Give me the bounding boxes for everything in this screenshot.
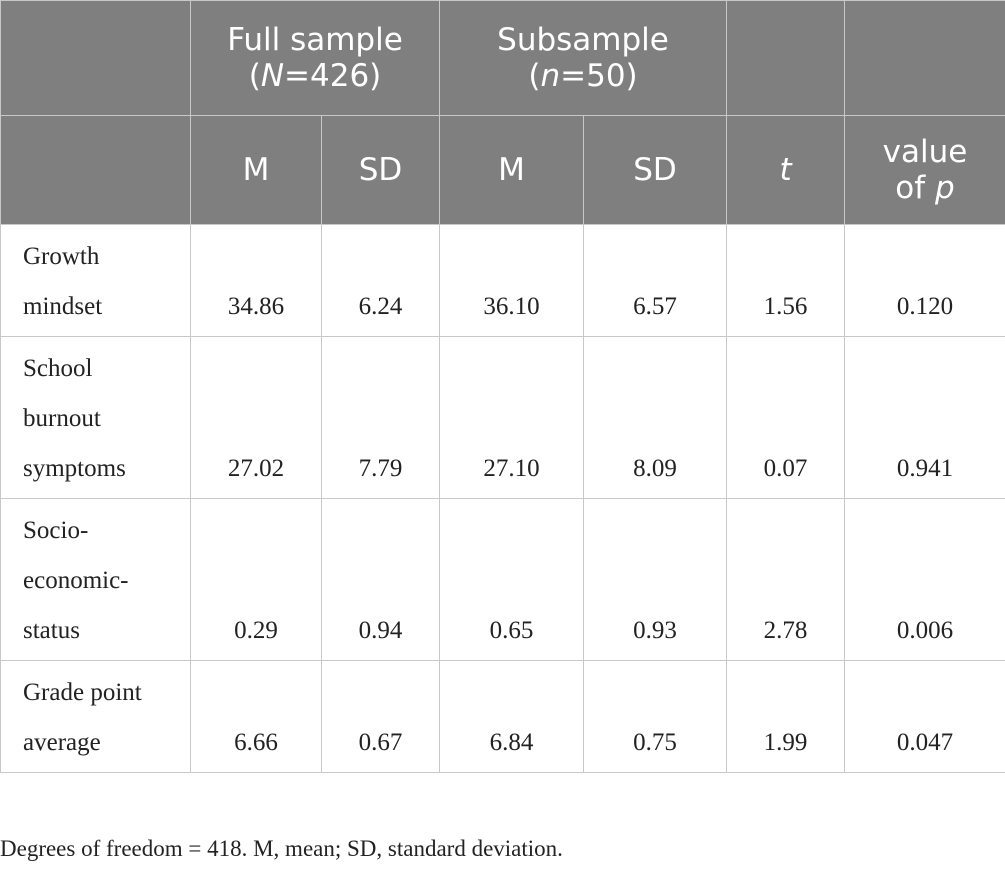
row-label-line: Growth <box>23 243 100 270</box>
table-row: Grade point average 6.66 0.67 6.84 0.75 1… <box>0 660 1005 773</box>
row-label-line: Socio- <box>23 517 89 544</box>
cell-m-sub: 27.10 <box>439 336 585 499</box>
header-row-columns: M SD M SD t value of p <box>0 115 1005 225</box>
header-empty-label <box>0 115 191 225</box>
cell-sd-sub: 8.09 <box>583 336 728 499</box>
header-subsample: Subsample (n=50) <box>439 0 728 116</box>
header-p-var: p <box>935 170 955 206</box>
row-label-line: status <box>23 617 80 644</box>
header-empty-cell <box>0 0 191 116</box>
cell-t: 1.56 <box>726 224 846 337</box>
cell-p: 0.006 <box>844 498 1005 661</box>
header-sd-full: SD <box>320 115 441 225</box>
full-sample-title: Full sample <box>227 22 403 58</box>
cell-p: 0.941 <box>844 336 1005 499</box>
cell-sd-sub: 0.75 <box>583 660 728 773</box>
header-p-value: value of p <box>844 115 1005 225</box>
header-full-sample: Full sample (N=426) <box>189 0 441 116</box>
row-label-line: average <box>23 729 101 756</box>
full-sample-n-val: =426) <box>284 58 382 94</box>
subsample-title: Subsample <box>497 22 669 58</box>
table-row: School burnout symptoms 27.02 7.79 27.10 8… <box>0 336 1005 499</box>
cell-sd-full: 6.24 <box>320 224 441 337</box>
row-label-line: burnout <box>23 405 101 432</box>
cell-sd-sub: 6.57 <box>583 224 728 337</box>
header-p-of: of <box>895 170 936 206</box>
table-footnote: Degrees of freedom = 418. M, mean; SD, s… <box>0 836 563 861</box>
cell-sd-full: 7.79 <box>320 336 441 499</box>
row-label-line: economic- <box>23 567 129 594</box>
cell-m-sub: 0.65 <box>439 498 585 661</box>
row-label-line: mindset <box>23 293 103 320</box>
cell-p: 0.047 <box>844 660 1005 773</box>
cell-m-full: 34.86 <box>190 224 322 337</box>
header-t: t <box>726 115 846 225</box>
row-label-line: symptoms <box>23 455 126 482</box>
row-label-line: Grade point <box>23 679 142 706</box>
row-label: Growth mindset <box>0 224 191 337</box>
cell-t: 0.07 <box>726 336 846 499</box>
table-header: Full sample (N=426) Subsample (n=50) M SD … <box>0 0 1005 225</box>
row-label: Socio-economic-status <box>0 498 191 661</box>
header-m-full: M <box>190 115 322 225</box>
table-body: Growth mindset 34.86 6.24 36.10 6.57 1.56… <box>0 224 1005 773</box>
header-m-sub: M <box>439 115 585 225</box>
table-row: Growth mindset 34.86 6.24 36.10 6.57 1.56… <box>0 224 1005 337</box>
cell-m-full: 27.02 <box>190 336 322 499</box>
header-sd-sub: SD <box>583 115 728 225</box>
cell-m-sub: 6.84 <box>439 660 585 773</box>
cell-t: 1.99 <box>726 660 846 773</box>
row-label: Grade point average <box>0 660 191 773</box>
subsample-n-var: n <box>540 58 561 94</box>
cell-m-full: 0.29 <box>190 498 322 661</box>
cell-sd-sub: 0.93 <box>583 498 728 661</box>
header-p-prefix: value <box>882 134 968 170</box>
table-row: Socio-economic-status 0.29 0.94 0.65 0.9… <box>0 498 1005 661</box>
cell-m-full: 6.66 <box>190 660 322 773</box>
header-empty-t <box>726 0 846 116</box>
cell-sd-full: 0.94 <box>320 498 441 661</box>
comparison-table: Full sample (N=426) Subsample (n=50) M SD … <box>0 0 1005 773</box>
cell-p: 0.120 <box>844 224 1005 337</box>
cell-sd-full: 0.67 <box>320 660 441 773</box>
cell-t: 2.78 <box>726 498 846 661</box>
subsample-n-val: =50) <box>560 58 638 94</box>
row-label: School burnout symptoms <box>0 336 191 499</box>
cell-m-sub: 36.10 <box>439 224 585 337</box>
header-empty-p <box>844 0 1005 116</box>
row-label-line: School <box>23 355 93 382</box>
full-sample-n-var: N <box>260 58 285 94</box>
header-row-groups: Full sample (N=426) Subsample (n=50) <box>0 0 1005 116</box>
